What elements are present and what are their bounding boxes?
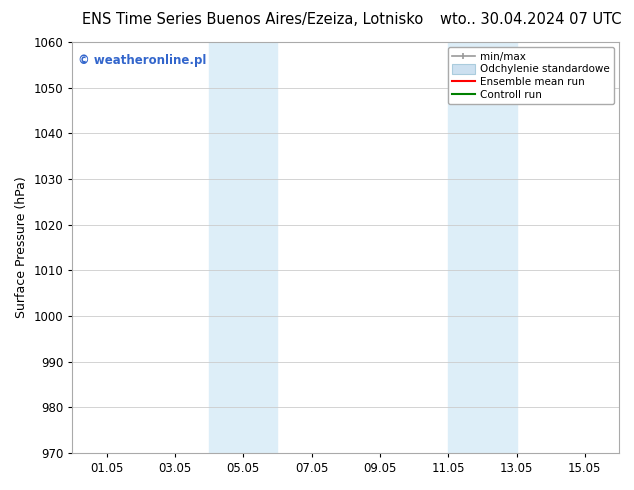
Text: wto.. 30.04.2024 07 UTC: wto.. 30.04.2024 07 UTC [440, 12, 621, 27]
Bar [209, 42, 277, 453]
Text: ENS Time Series Buenos Aires/Ezeiza, Lotnisko: ENS Time Series Buenos Aires/Ezeiza, Lot… [82, 12, 424, 27]
Text: © weatheronline.pl: © weatheronline.pl [78, 54, 206, 68]
Bar [448, 42, 517, 453]
Y-axis label: Surface Pressure (hPa): Surface Pressure (hPa) [15, 176, 28, 318]
Legend: min/max, Odchylenie standardowe, Ensemble mean run, Controll run: min/max, Odchylenie standardowe, Ensembl… [448, 47, 614, 104]
